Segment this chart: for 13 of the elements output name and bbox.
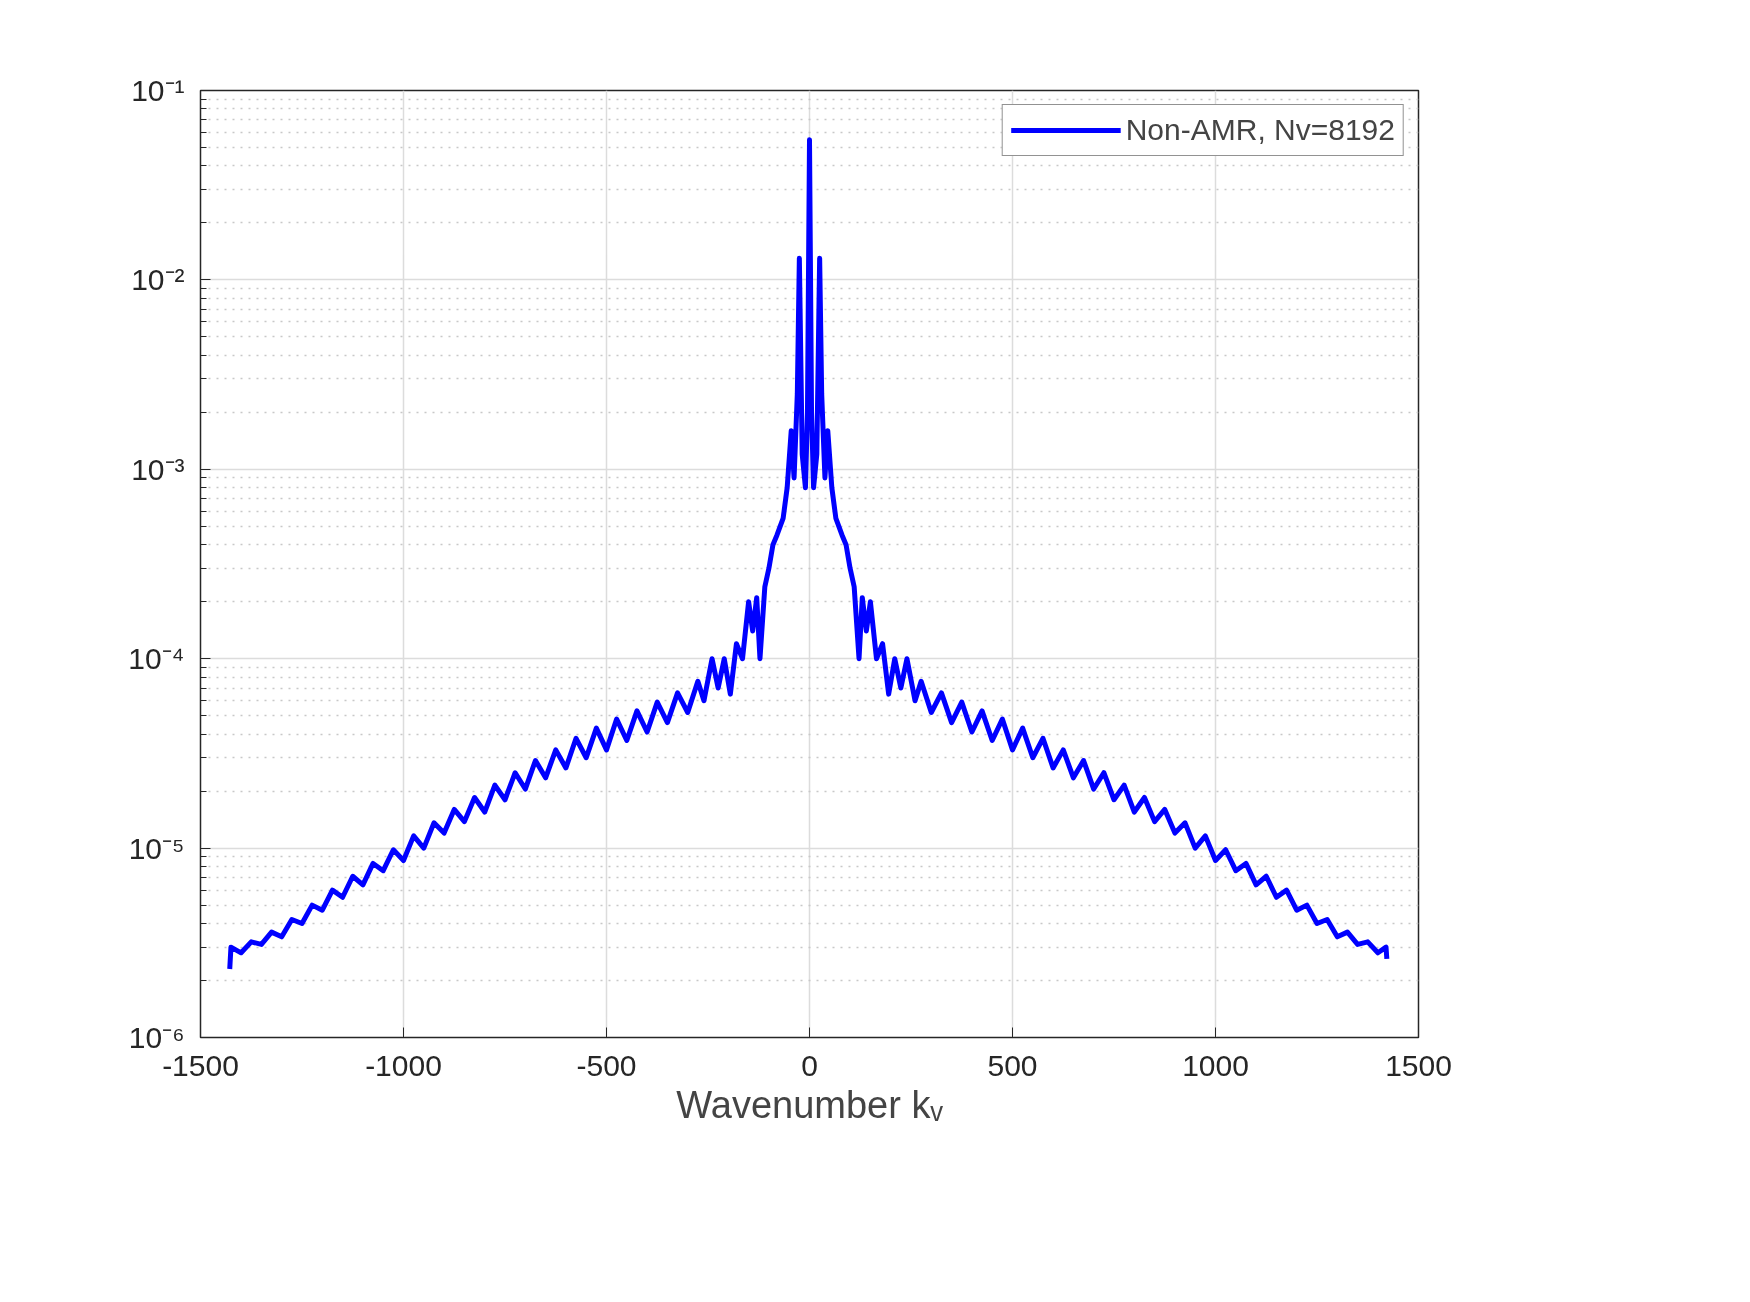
y-tick-label: 10⁻⁵ (128, 831, 185, 865)
x-tick-label: 0 (801, 1048, 818, 1082)
x-tick-label: 1000 (1182, 1048, 1249, 1082)
y-tick-label: 10⁻² (131, 263, 185, 297)
legend-label: Non-AMR, Nv=8192 (1125, 113, 1395, 147)
x-tick-label: 500 (987, 1048, 1038, 1082)
y-tick-label: 10⁻⁴ (128, 642, 185, 676)
x-tick-label: -500 (576, 1048, 637, 1082)
x-tick-label: 1500 (1385, 1048, 1452, 1082)
y-tick-label: 10⁻¹ (131, 74, 185, 107)
y-tick-label: 10⁻³ (131, 452, 185, 486)
x-tick-label: -1000 (365, 1048, 442, 1082)
x-axis-title: Wavenumber kᵥ (676, 1083, 944, 1126)
